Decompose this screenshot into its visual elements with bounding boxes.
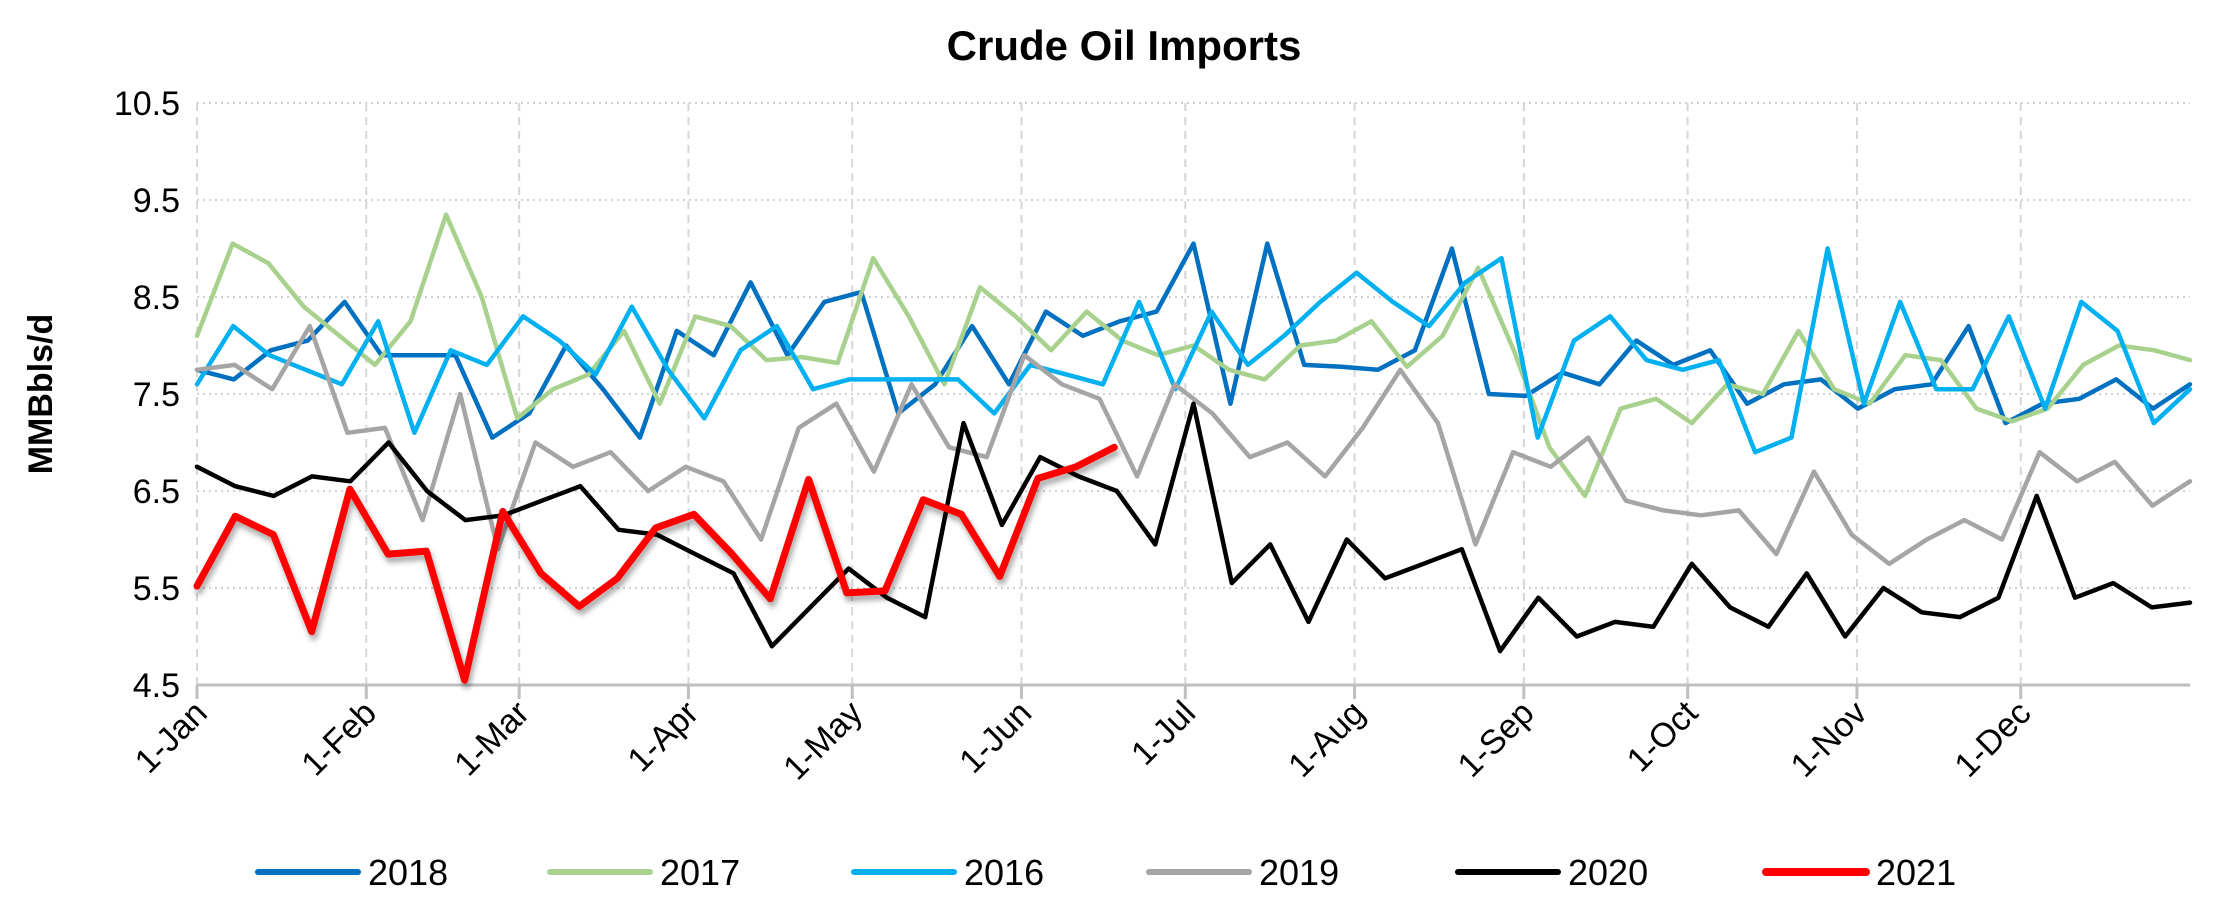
y-tick-label: 6.5 (133, 473, 180, 511)
x-tick-label: 1-May (776, 694, 870, 788)
x-tick-labels: 1-Jan 1-Feb 1-Mar 1-Apr 1-May 1-Jun 1-Jul 1-Aug… (128, 693, 2039, 787)
y-tick-label: 10.5 (114, 85, 180, 123)
x-tick-label: 1-Nov (1784, 694, 1875, 785)
y-tick-label: 5.5 (133, 570, 180, 608)
legend-label-2018: 2018 (368, 852, 448, 893)
y-tick-label: 9.5 (133, 182, 180, 220)
x-tick-label: 1-Jan (128, 694, 215, 781)
x-tick-label: 1-Dec (1947, 694, 2038, 785)
x-tick-label: 1-Oct (1620, 693, 1706, 779)
legend-label-2021: 2021 (1876, 852, 1956, 893)
gridlines (195, 102, 2190, 699)
legend-label-2016: 2016 (964, 852, 1044, 893)
x-tick-label: 1-Sep (1450, 694, 1541, 785)
legend-label-2019: 2019 (1259, 852, 1339, 893)
series-line-2021 (193, 443, 1118, 684)
legend: 2018 2017 2016 2019 2020 2021 (255, 852, 1956, 893)
series-line-2018 (194, 241, 2193, 440)
x-tick-label: 1-Apr (620, 694, 706, 780)
chart-title: Crude Oil Imports (947, 22, 1302, 69)
y-tick-label: 4.5 (133, 667, 180, 705)
x-tick-label: 1-Aug (1281, 694, 1372, 785)
legend-label-2017: 2017 (660, 852, 740, 893)
y-axis-label: MMBbls/d (22, 314, 60, 475)
y-tick-label: 7.5 (133, 376, 180, 414)
series-line-2019 (194, 323, 2193, 567)
y-tick-label: 8.5 (133, 279, 180, 317)
series-lines (193, 212, 2193, 684)
x-tick-label: 1-Mar (447, 694, 537, 784)
x-tick-label: 1-Jul (1124, 694, 1203, 773)
y-tick-labels: 4.5 5.5 6.5 7.5 8.5 9.5 10.5 (114, 85, 180, 705)
series-line-2016 (194, 246, 2193, 455)
x-tick-label: 1-Jun (952, 694, 1039, 781)
legend-label-2020: 2020 (1568, 852, 1648, 893)
x-tick-label: 1-Feb (294, 694, 384, 784)
series-line-2020 (194, 401, 2193, 654)
